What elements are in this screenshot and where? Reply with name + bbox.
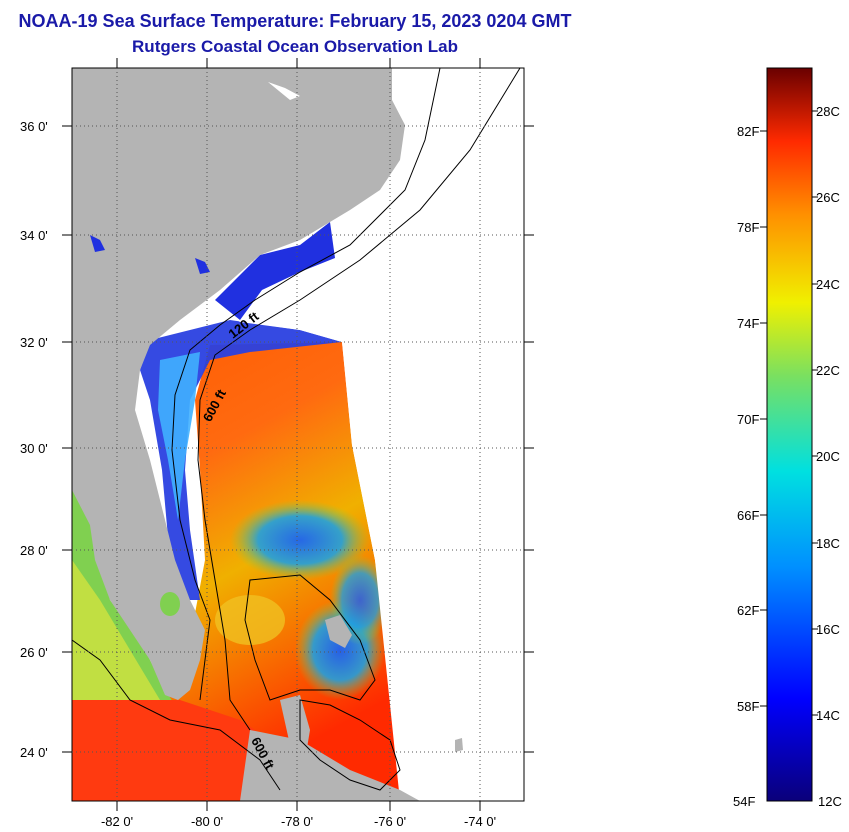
colorbar-c-label: 14C <box>816 708 840 723</box>
title-line-1: NOAA-19 Sea Surface Temperature: Februar… <box>18 11 572 31</box>
colorbar-c-label: 12C <box>818 794 842 809</box>
colorbar-f-label: 70F <box>737 412 759 427</box>
colorbar-c-label: 18C <box>816 536 840 551</box>
colorbar-c-label: 26C <box>816 190 840 205</box>
inland-water <box>268 82 300 100</box>
inland-lake <box>90 235 105 252</box>
temperature-colorbar: 82F 78F 74F 70F 66F 62F 58F 54F 28C 26C … <box>733 67 842 809</box>
lat-label: 28 0' <box>20 543 48 558</box>
colorbar-f-label: 54F <box>733 794 755 809</box>
land-bahamas-abaco <box>325 615 352 648</box>
colorbar-f-label: 62F <box>737 603 759 618</box>
warm-shelf-patch <box>215 595 285 645</box>
lat-label: 36 0' <box>20 119 48 134</box>
lat-label: 26 0' <box>20 645 48 660</box>
lat-label: 30 0' <box>20 441 48 456</box>
cloud-nodata-area <box>210 68 524 801</box>
lon-label: -78 0' <box>281 814 313 829</box>
lat-label: 24 0' <box>20 745 48 760</box>
bathymetry-contour-gulf <box>72 639 281 791</box>
colorbar-c-label: 22C <box>816 363 840 378</box>
lon-label: -82 0' <box>101 814 133 829</box>
bathymetry-contour-600ft <box>197 68 521 731</box>
colorbar-gradient <box>766 67 813 802</box>
land-bahamas-andros <box>280 695 310 760</box>
latitude-labels: 36 0' 34 0' 32 0' 30 0' 28 0' 26 0' 24 0… <box>20 119 48 760</box>
colorbar-f-label: 78F <box>737 220 759 235</box>
colorbar-f-label: 58F <box>737 699 759 714</box>
lat-label: 34 0' <box>20 228 48 243</box>
colorbar-c-label: 24C <box>816 277 840 292</box>
colorbar-f-label: 66F <box>737 508 759 523</box>
lake-okeechobee <box>160 592 180 616</box>
land-island <box>455 738 463 752</box>
cool-eddy-patch <box>230 500 370 580</box>
longitude-labels: -82 0' -80 0' -78 0' -76 0' -74 0' <box>101 814 496 829</box>
colorbar-c-label: 28C <box>816 104 840 119</box>
lat-label: 32 0' <box>20 335 48 350</box>
map-frame <box>71 67 525 802</box>
map-title: NOAA-19 Sea Surface Temperature: Februar… <box>0 8 590 60</box>
bathymetry-contour-120ft <box>171 68 441 701</box>
lon-label: -74 0' <box>464 814 496 829</box>
map-tick-marks <box>62 58 534 811</box>
lon-label: -80 0' <box>191 814 223 829</box>
cool-eddy-patch <box>330 555 390 645</box>
coastal-cold-band-inner <box>158 352 200 520</box>
colorbar-f-label: 74F <box>737 316 759 331</box>
land-southeast-us <box>72 68 405 700</box>
land-cuba <box>240 730 420 801</box>
coastal-cold-band-north <box>215 222 335 320</box>
gulf-shelf-water-2 <box>72 560 160 700</box>
colorbar-c-label: 20C <box>816 449 840 464</box>
map-graticule <box>72 68 524 801</box>
bathymetry-contour-bahamas <box>244 574 376 701</box>
colorbar-f-label: 82F <box>737 124 759 139</box>
inland-lake <box>195 258 210 274</box>
title-line-2: Rutgers Coastal Ocean Observation Lab <box>132 37 458 56</box>
lon-label: -76 0' <box>374 814 406 829</box>
colorbar-c-label: 16C <box>816 622 840 637</box>
